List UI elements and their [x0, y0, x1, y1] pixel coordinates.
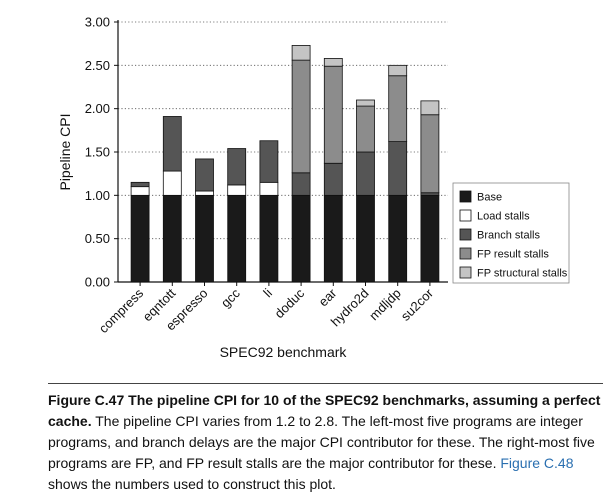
y-tick-label: 0.00	[85, 275, 110, 290]
bar-segment-ear-base	[323, 194, 343, 283]
bar-segment-ear-branch-stalls	[323, 162, 343, 196]
x-tick-label: su2cor	[398, 285, 437, 324]
bar-segment-mdljdp-base	[388, 194, 408, 283]
bar-segment-mdljdp-fp-result-stalls	[388, 75, 408, 142]
bar-segment-hydro2d-branch-stalls	[356, 151, 375, 196]
legend-swatch	[459, 190, 472, 203]
legend-swatch	[459, 266, 472, 279]
bar-segment-li-load-stalls	[259, 181, 279, 196]
bar-segment-compress-load-stalls	[130, 186, 150, 196]
bar-segment-doduc-base	[291, 194, 311, 283]
figure-link[interactable]: Figure C.48	[500, 455, 574, 471]
x-tick-label: li	[260, 285, 275, 300]
bar-segment-espresso-base	[195, 194, 214, 283]
y-tick-labels: 0.00 0.50 1.00 1.50 2.00 2.50 3.00	[85, 15, 110, 290]
legend-entry: FP result stalls	[477, 249, 549, 261]
bar-segment-gcc-load-stalls	[227, 184, 247, 196]
legend: Base Load stalls Branch stalls FP result st…	[452, 182, 570, 284]
y-tick-label: 0.50	[85, 231, 110, 246]
bars	[130, 45, 440, 283]
x-tick-label: compress	[96, 285, 147, 336]
bar-segment-su2cor-fp-structural-stalls	[420, 100, 440, 116]
legend-box	[452, 182, 570, 284]
y-tick-label: 2.50	[85, 58, 110, 73]
bar-segment-gcc-base	[227, 194, 247, 283]
bar-segment-li-base	[259, 194, 279, 283]
bar-segment-su2cor-base	[420, 194, 440, 283]
bar-segment-eqntott-load-stalls	[162, 170, 182, 196]
bar-segment-compress-base	[130, 194, 150, 283]
figure-caption: Figure C.47 The pipeline CPI for 10 of t…	[48, 390, 608, 495]
bar-segment-compress-branch-stalls	[130, 181, 150, 188]
stacked-bar-chart: 0.000.501.001.502.002.503.00 compresseqn…	[57, 15, 570, 360]
bar-segment-ear-fp-result-stalls	[323, 65, 343, 164]
bar-segment-hydro2d-fp-structural-stalls	[356, 99, 375, 107]
y-tick-label: 1.50	[85, 145, 110, 160]
legend-entry: FP structural stalls	[477, 268, 568, 280]
bar-segment-hydro2d-base	[356, 194, 375, 283]
bar-segment-eqntott-branch-stalls	[162, 116, 182, 172]
bar-segment-hydro2d-fp-result-stalls	[356, 105, 375, 153]
y-tick-label: 3.00	[85, 15, 110, 30]
bar-segment-doduc-branch-stalls	[291, 172, 311, 196]
bar-segment-mdljdp-branch-stalls	[388, 141, 408, 196]
bar-segment-espresso-branch-stalls	[195, 158, 214, 192]
legend-swatch	[459, 209, 472, 222]
x-tick-label: ear	[316, 285, 340, 309]
figure-title: The pipeline CPI for 10 of the SPEC92 be…	[48, 392, 601, 429]
y-axis-title: Pipeline CPI	[57, 113, 73, 190]
axes	[117, 20, 448, 283]
bar-segment-espresso-load-stalls	[195, 190, 214, 196]
bar-segment-ear-fp-structural-stalls	[323, 58, 343, 67]
bar-segment-mdljdp-fp-structural-stalls	[388, 64, 408, 77]
legend-swatch	[459, 247, 472, 260]
legend-entry: Branch stalls	[477, 230, 540, 242]
legend-entry: Load stalls	[477, 211, 530, 223]
legend-swatch	[459, 228, 472, 241]
legend-entry: Base	[477, 192, 502, 204]
x-tick-label: gcc	[218, 285, 243, 310]
bar-segment-doduc-fp-structural-stalls	[291, 45, 311, 61]
bar-segment-doduc-fp-result-stalls	[291, 59, 311, 174]
caption-body: The pipeline CPI varies from 1.2 to 2.8.…	[48, 413, 595, 471]
x-tick-label: mdljdp	[366, 286, 404, 324]
caption-divider	[48, 383, 603, 384]
bar-segment-gcc-branch-stalls	[227, 148, 247, 186]
x-axis-title: SPEC92 benchmark	[220, 344, 348, 360]
y-tick-label: 1.00	[85, 188, 110, 203]
bar-segment-su2cor-fp-result-stalls	[420, 114, 440, 194]
bar-segment-eqntott-base	[162, 194, 182, 283]
x-tick-label: doduc	[272, 285, 308, 321]
y-tick-label: 2.00	[85, 101, 110, 116]
figure-label: Figure C.47	[48, 392, 125, 408]
bar-segment-li-branch-stalls	[259, 140, 279, 183]
caption-tail: shows the numbers used to construct this…	[48, 476, 336, 492]
